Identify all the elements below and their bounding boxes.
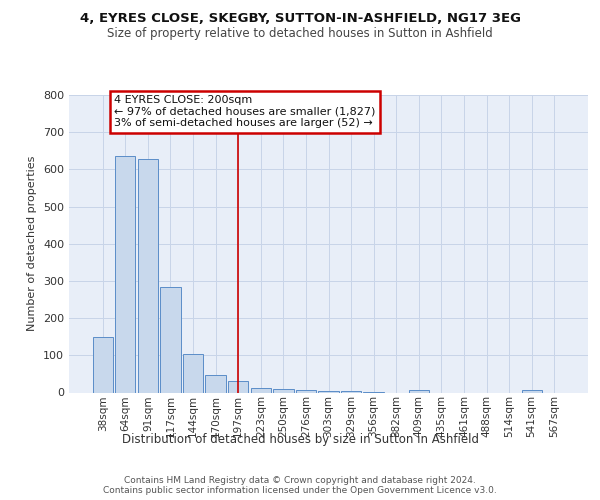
Bar xyxy=(251,388,271,392)
Text: Distribution of detached houses by size in Sutton in Ashfield: Distribution of detached houses by size … xyxy=(121,432,479,446)
Text: Size of property relative to detached houses in Sutton in Ashfield: Size of property relative to detached ho… xyxy=(107,26,493,40)
Y-axis label: Number of detached properties: Number of detached properties xyxy=(28,156,37,332)
Text: Contains HM Land Registry data © Crown copyright and database right 2024.
Contai: Contains HM Land Registry data © Crown c… xyxy=(103,476,497,495)
Bar xyxy=(138,159,158,392)
Text: 4, EYRES CLOSE, SKEGBY, SUTTON-IN-ASHFIELD, NG17 3EG: 4, EYRES CLOSE, SKEGBY, SUTTON-IN-ASHFIE… xyxy=(79,12,521,26)
Bar xyxy=(296,390,316,392)
Bar xyxy=(319,390,338,392)
Bar xyxy=(183,354,203,393)
Bar xyxy=(160,286,181,393)
Bar xyxy=(205,375,226,392)
Bar xyxy=(521,390,542,392)
Bar xyxy=(115,156,136,392)
Text: 4 EYRES CLOSE: 200sqm
← 97% of detached houses are smaller (1,827)
3% of semi-de: 4 EYRES CLOSE: 200sqm ← 97% of detached … xyxy=(114,95,376,128)
Bar xyxy=(228,382,248,392)
Bar xyxy=(409,390,429,392)
Bar xyxy=(92,336,113,392)
Bar xyxy=(273,389,293,392)
